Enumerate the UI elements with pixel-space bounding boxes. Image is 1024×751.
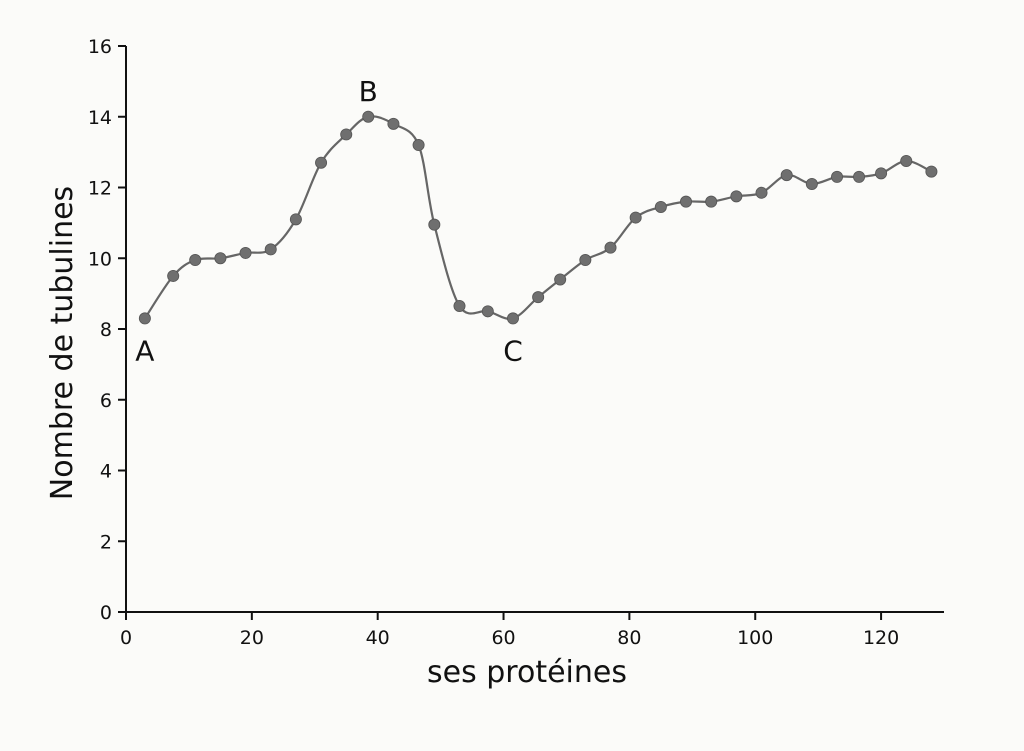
y-tick-label: 14 (88, 107, 112, 129)
y-tick-label: 8 (100, 319, 112, 341)
y-tick-label: 12 (88, 178, 112, 200)
point-annotation: B (359, 75, 378, 108)
point-annotation: A (135, 334, 154, 367)
data-point (805, 177, 818, 190)
x-tick-label: 60 (491, 627, 515, 649)
x-tick-label: 20 (240, 627, 264, 649)
y-tick-label: 10 (88, 248, 112, 270)
data-point (925, 165, 938, 178)
data-point (831, 170, 844, 183)
data-point (780, 169, 793, 182)
data-point (264, 243, 277, 256)
x-axis-ticks: 0 20 40 60 80 100 120 (120, 612, 899, 649)
data-point (239, 246, 252, 259)
x-tick-label: 40 (366, 627, 390, 649)
x-axis-title: ses protéines (427, 655, 627, 690)
data-point (412, 139, 425, 152)
x-tick-label: 80 (617, 627, 641, 649)
data-points (138, 110, 938, 325)
x-tick-label: 100 (737, 627, 773, 649)
annotations: A B C (135, 75, 522, 368)
y-tick-label: 0 (100, 602, 112, 624)
data-point (730, 190, 743, 203)
data-point (289, 213, 302, 226)
y-tick-label: 2 (100, 531, 112, 553)
data-point (387, 117, 400, 130)
data-point (554, 273, 567, 286)
x-tick-label: 120 (863, 627, 899, 649)
series-line (143, 115, 932, 320)
data-point (705, 195, 718, 208)
y-axis-ticks: 0 2 4 6 8 10 12 14 16 (88, 36, 126, 624)
data-point (481, 305, 494, 318)
y-tick-label: 4 (100, 461, 112, 483)
data-point (189, 254, 202, 267)
data-point (428, 218, 441, 231)
x-tick-label: 0 (120, 627, 132, 649)
data-point (629, 211, 642, 224)
data-point (340, 128, 353, 141)
data-point (506, 312, 519, 325)
y-tick-label: 6 (100, 390, 112, 412)
data-point (900, 154, 913, 167)
data-point (315, 156, 328, 169)
data-point (654, 200, 667, 213)
y-axis-title: Nombre de tubulines (45, 186, 80, 500)
data-point (532, 291, 545, 304)
data-point (875, 167, 888, 180)
data-point (755, 186, 768, 199)
y-tick-label: 16 (88, 36, 112, 58)
data-point (579, 254, 592, 267)
data-point (214, 252, 227, 265)
axes (125, 46, 944, 613)
data-point (167, 269, 180, 282)
data-point (853, 170, 866, 183)
point-annotation: C (503, 334, 523, 367)
data-point (362, 110, 375, 123)
data-point (604, 241, 617, 254)
data-point (453, 300, 466, 313)
data-point (680, 195, 693, 208)
data-point (138, 312, 151, 325)
